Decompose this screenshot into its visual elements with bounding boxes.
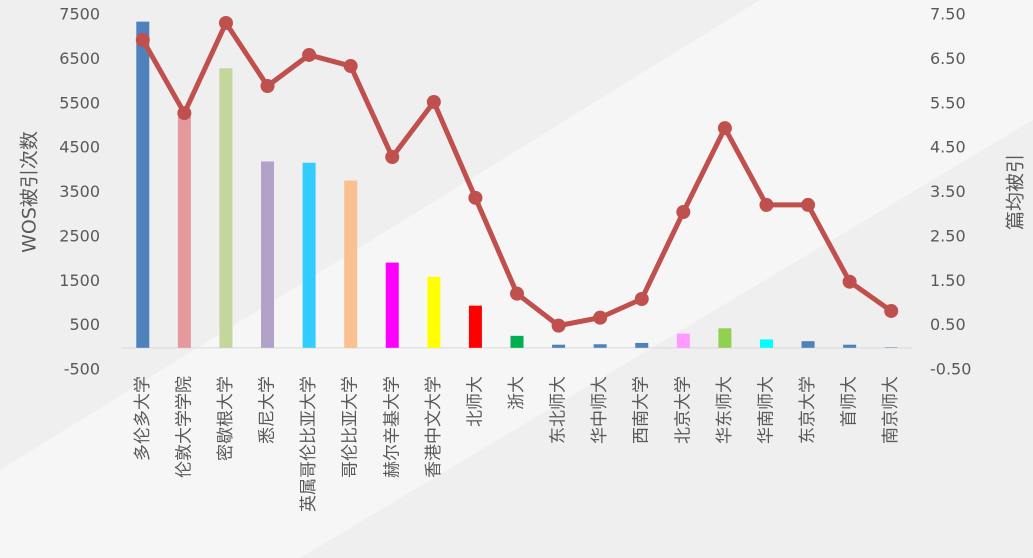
x-tick-label: 浙大 (507, 376, 527, 410)
bar (219, 68, 233, 348)
x-tick-label: 英属哥伦比亚大学 (299, 376, 319, 512)
line-point (468, 190, 483, 205)
y2-tick-label: 5.50 (930, 93, 966, 112)
bar (843, 344, 857, 348)
x-tick-label: 北师大 (465, 376, 485, 427)
x-tick-label: 密歇根大学 (216, 376, 236, 461)
line-point (634, 292, 649, 306)
line-point (759, 197, 774, 212)
line-point (510, 286, 524, 301)
x-tick-label: 哥伦比亚大学 (341, 376, 361, 478)
y-tick-label: 5500 (59, 93, 100, 112)
line-point (426, 94, 441, 109)
bar (344, 180, 358, 348)
y2-tick-label: 7.50 (930, 5, 966, 24)
x-tick-label: 西南大学 (632, 376, 652, 444)
y-tick-label: -500 (64, 360, 100, 379)
x-tick-label: 悉尼大学 (258, 376, 278, 444)
y-tick-label: 500 (69, 315, 100, 334)
line-point (676, 205, 691, 220)
line-point (801, 197, 816, 212)
y-tick-label: 1500 (59, 271, 100, 290)
y2-axis-title: 篇均被引 (1005, 154, 1027, 230)
y-tick-label: 4500 (59, 138, 100, 157)
y-axis-title: WOS被引次数 (19, 131, 41, 253)
line-point (302, 47, 317, 62)
x-tick-label: 首师大 (840, 376, 860, 427)
y2-tick-label: 2.50 (930, 226, 966, 245)
y2-tick-label: 0.50 (930, 315, 966, 334)
line-point (884, 303, 899, 318)
x-tick-label: 多伦多大学 (133, 376, 153, 461)
y2-tick-label: -0.50 (930, 360, 971, 379)
x-tick-label: 华南师大 (756, 376, 776, 444)
bar (510, 335, 524, 348)
bar (676, 333, 690, 348)
y2-tick-label: 4.50 (930, 138, 966, 157)
x-tick-label: 香港中文大学 (424, 376, 444, 478)
line-point (717, 121, 732, 136)
bar (635, 342, 649, 348)
line-point (260, 79, 275, 93)
bar (718, 328, 732, 348)
bar (136, 21, 150, 348)
bar (385, 262, 399, 348)
bar (261, 161, 275, 348)
x-tick-label: 赫尔辛基大学 (382, 376, 402, 478)
line-point (218, 15, 233, 30)
bar (593, 344, 607, 348)
x-tick-label: 华中师大 (590, 376, 610, 444)
y-tick-label: 6500 (59, 49, 100, 68)
line-point (177, 106, 192, 121)
line-point (593, 310, 608, 325)
bar (552, 344, 566, 348)
x-tick-label: 东京大学 (798, 376, 818, 444)
line-point (135, 32, 150, 47)
bar (427, 276, 441, 348)
bar (759, 339, 773, 348)
bar (468, 305, 482, 348)
y2-tick-label: 1.50 (930, 271, 966, 290)
line-point (551, 318, 566, 333)
bar (302, 162, 316, 348)
bar (177, 117, 191, 348)
x-tick-label: 伦敦大学学院 (174, 376, 194, 478)
x-tick-label: 华东师大 (715, 376, 735, 444)
y-tick-label: 3500 (59, 182, 100, 201)
bar (801, 341, 815, 348)
y-tick-label: 2500 (59, 226, 100, 245)
line-point (385, 150, 400, 164)
y2-tick-label: 6.50 (930, 49, 966, 68)
y2-tick-label: 3.50 (930, 182, 966, 201)
x-tick-label: 东北师大 (549, 376, 569, 444)
line-point (343, 59, 358, 74)
x-tick-label: 北京大学 (673, 376, 693, 444)
y-tick-label: 7500 (59, 5, 100, 24)
line-point (842, 274, 857, 289)
x-tick-label: 南京师大 (881, 376, 901, 444)
